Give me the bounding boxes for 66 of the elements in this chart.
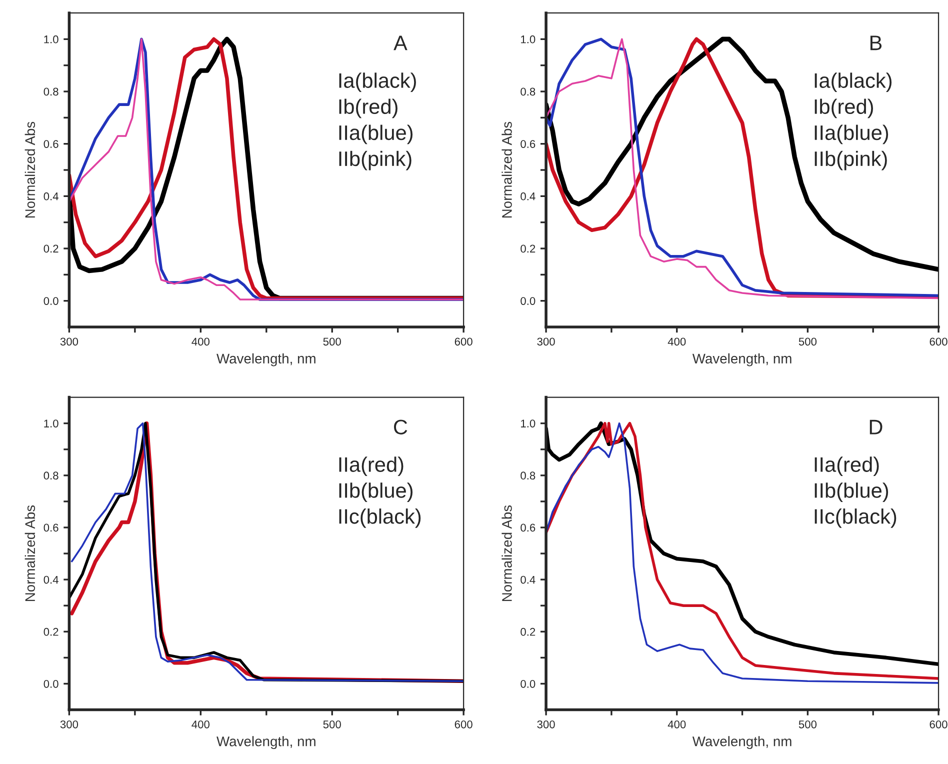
- x-axis-title: Wavelength, nm: [692, 736, 792, 750]
- annotation: Ib(red): [814, 98, 873, 118]
- y-tick-label: 0.8: [520, 472, 536, 480]
- y-tick-label: 0.0: [520, 680, 536, 688]
- annotation: IIa(blue): [814, 124, 888, 144]
- x-tick-label: 500: [323, 720, 341, 728]
- x-tick-label: 400: [192, 720, 210, 728]
- y-tick-label: 0.2: [520, 244, 536, 253]
- x-tick-label: 400: [668, 720, 686, 728]
- x-tick-label: 300: [60, 720, 78, 728]
- y-tick-label: 0.4: [44, 192, 58, 200]
- y-tick-label: 0.6: [520, 524, 536, 532]
- y-axis-title: Normalized Abs: [502, 505, 512, 602]
- x-tick-label: 500: [798, 338, 817, 346]
- y-tick-label: 1.0: [44, 420, 58, 428]
- annotation: IIc(black): [814, 508, 896, 528]
- annotation: IIa(blue): [339, 124, 413, 144]
- text: A: [394, 36, 408, 50]
- x-tick-label: 500: [323, 338, 341, 346]
- y-tick-label: 0.8: [520, 88, 536, 96]
- y-axis-title: Normalized Abs: [502, 122, 512, 218]
- y-tick-label: 0.8: [44, 88, 58, 96]
- x-axis-title: Wavelength, nm: [216, 353, 316, 366]
- annotation: IIa(red): [339, 456, 404, 476]
- x-tick-label: 600: [930, 720, 948, 728]
- x-tick-label: 300: [537, 338, 555, 346]
- annotation: IIa(red): [814, 456, 879, 476]
- y-tick-label: 0.2: [44, 628, 58, 636]
- y-tick-label: 0.4: [520, 576, 536, 584]
- y-tick-label: 0.6: [520, 140, 536, 148]
- annotation: IIb(blue): [814, 482, 888, 502]
- x-tick-label: 300: [537, 720, 555, 728]
- annotation: IIb(blue): [339, 482, 413, 502]
- y-tick-label: 0.4: [44, 576, 58, 584]
- y-tick-label: 0.2: [520, 628, 536, 636]
- x-tick-label: 500: [798, 720, 817, 728]
- annotation: IIb(pink): [814, 150, 887, 170]
- y-tick-label: 1.0: [521, 420, 536, 428]
- text: C: [394, 420, 408, 434]
- x-tick-label: 400: [668, 338, 686, 346]
- x-tick-label: 600: [454, 338, 472, 346]
- x-axis-title: Wavelength, nm: [692, 353, 792, 366]
- y-tick-label: 0.0: [44, 680, 58, 688]
- y-tick-label: 0.2: [44, 244, 58, 253]
- text: B: [870, 36, 882, 50]
- x-tick-label: 400: [192, 338, 210, 346]
- y-tick-label: 0.8: [44, 472, 58, 480]
- annotation: Ia(black): [339, 72, 416, 92]
- annotation: IIc(black): [339, 508, 421, 528]
- y-tick-label: 0.4: [520, 192, 536, 200]
- y-tick-label: 0.0: [44, 297, 58, 305]
- x-tick-label: 600: [454, 720, 472, 728]
- annotation: Ib(red): [339, 98, 398, 118]
- y-tick-label: 0.6: [44, 140, 58, 148]
- y-axis-title: Normalized Abs: [24, 122, 36, 218]
- y-tick-label: 1.0: [44, 35, 58, 44]
- y-axis-title: Normalized Abs: [24, 505, 36, 602]
- x-axis-title: Wavelength, nm: [216, 736, 316, 750]
- y-tick-label: 0.6: [44, 524, 58, 532]
- x-tick-label: 300: [60, 338, 78, 346]
- y-tick-label: 1.0: [521, 35, 536, 44]
- annotation: Ia(black): [814, 72, 892, 92]
- text: D: [870, 420, 882, 434]
- y-tick-label: 0.0: [520, 297, 536, 305]
- annotation: IIb(pink): [339, 150, 412, 170]
- x-tick-label: 600: [930, 338, 948, 346]
